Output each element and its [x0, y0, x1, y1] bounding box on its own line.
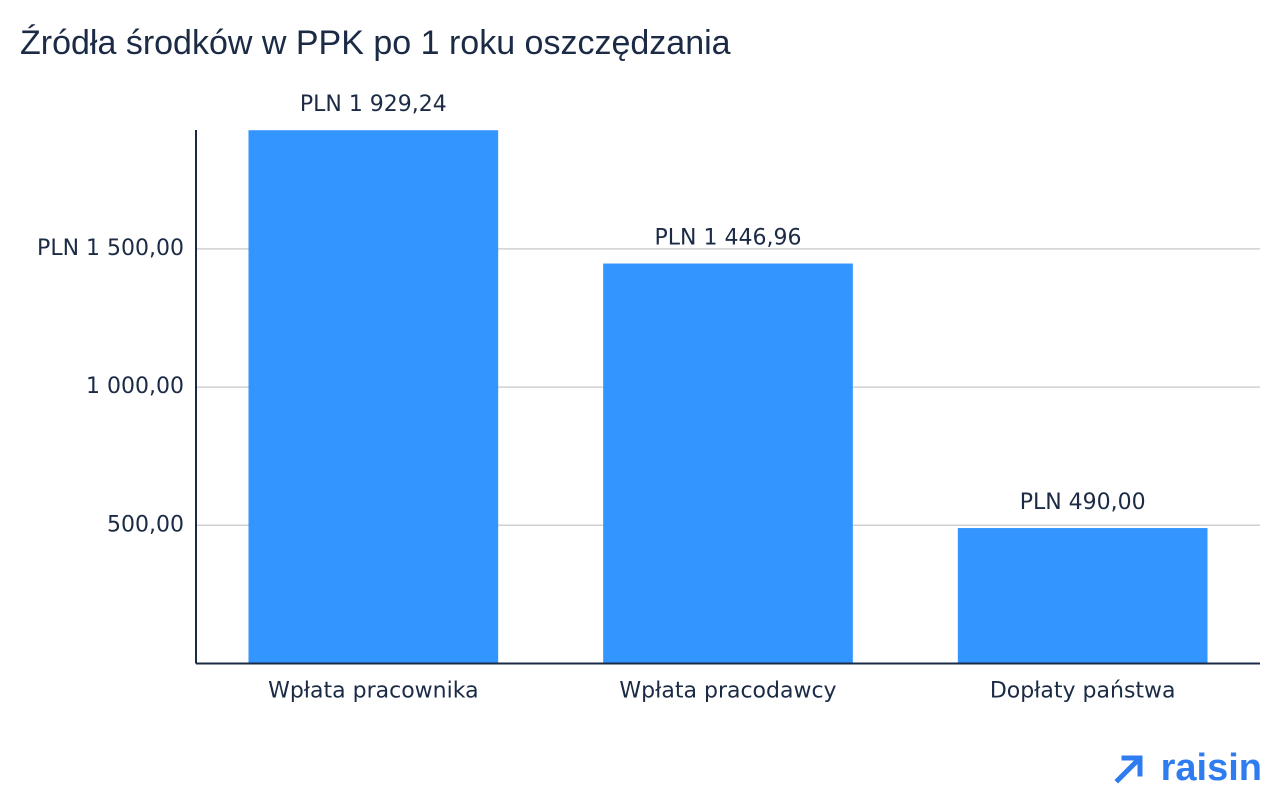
- logo-arrow: [1114, 755, 1143, 784]
- bar: [248, 130, 499, 664]
- value-label: PLN 1 446,96: [655, 226, 802, 251]
- y-tick-label: PLN 1 500,00: [37, 236, 184, 261]
- logo-text: raisin: [1161, 747, 1262, 789]
- y-tick-label: 500,00: [107, 512, 184, 537]
- value-label: PLN 1 929,24: [300, 92, 447, 117]
- bar: [603, 263, 853, 664]
- chart-title: Źródła środków w PPK po 1 roku oszczędza…: [20, 24, 731, 62]
- bar: [957, 528, 1208, 664]
- x-tick-label: Wpłata pracodawcy: [619, 679, 836, 704]
- logo: raisin: [1114, 747, 1262, 789]
- x-tick-label: Wpłata pracownika: [268, 679, 478, 704]
- x-tick-label: Dopłaty państwa: [990, 679, 1176, 704]
- value-label: PLN 490,00: [1020, 490, 1146, 515]
- y-tick-label: 1 000,00: [86, 374, 184, 399]
